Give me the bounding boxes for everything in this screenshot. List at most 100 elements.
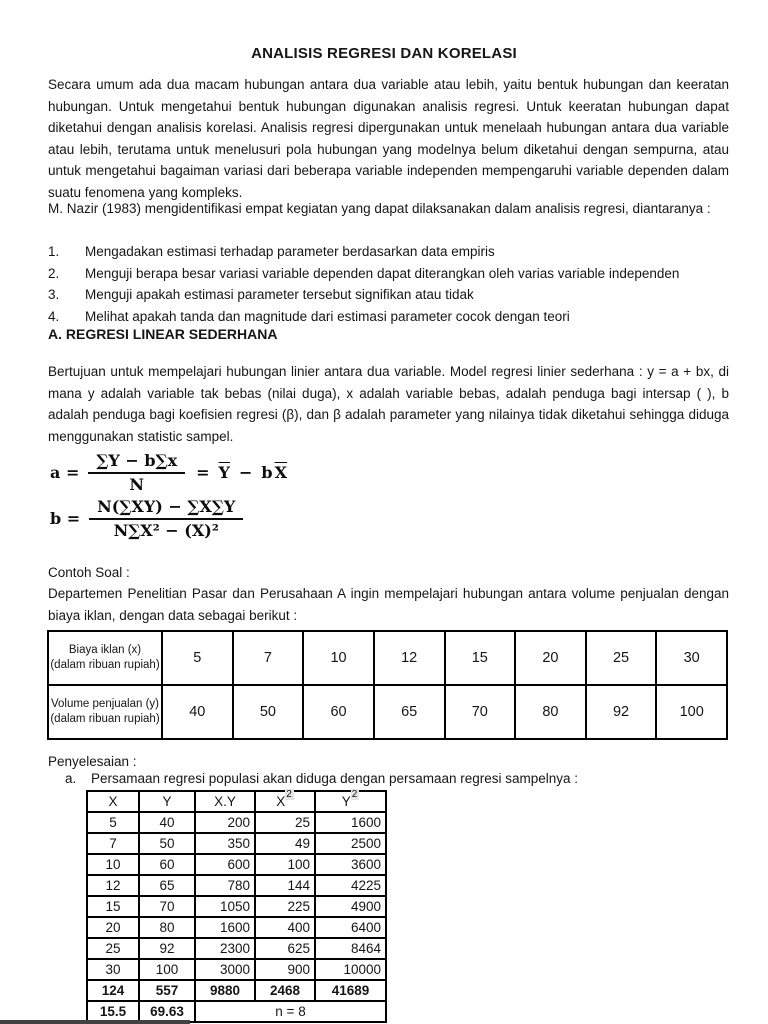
table-cell: 6400 bbox=[314, 916, 387, 939]
table-row: Biaya iklan (x) (dalam ribuan rupiah) 5 … bbox=[47, 630, 728, 686]
list-item-number: 1. bbox=[48, 244, 60, 259]
sum-cell: 557 bbox=[138, 979, 196, 1002]
row-label-line2: (dalam ribuan rupiah) bbox=[50, 659, 160, 671]
point-a-text: Persamaan regresi populasi akan diduga d… bbox=[91, 771, 579, 786]
table-cell: 3000 bbox=[194, 958, 256, 981]
table-cell: 10 bbox=[302, 630, 375, 686]
section-a-heading: A. REGRESI LINEAR SEDERHANA bbox=[48, 326, 278, 342]
y2-base: Y bbox=[341, 794, 351, 809]
table-cell: 1600 bbox=[194, 916, 256, 939]
x2-superscript: 2 bbox=[285, 789, 294, 800]
y-bar-term: Y bbox=[218, 463, 230, 482]
formula-b: b = N(∑XY) − ∑X∑Y N∑X² − (X)² bbox=[50, 497, 287, 540]
contoh-soal-paragraph: Departemen Penelitian Pasar dan Perusaha… bbox=[48, 586, 729, 623]
section-a-paragraph: Bertujuan untuk mempelajari hubungan lin… bbox=[48, 364, 729, 444]
formula-b-lhs: b = bbox=[50, 509, 81, 528]
intro-paragraph: Secara umum ada dua macam hubungan antar… bbox=[48, 77, 729, 200]
b-coefficient: b bbox=[261, 463, 273, 482]
n-count-cell: n = 8 bbox=[194, 1000, 387, 1023]
table-cell: 1050 bbox=[194, 895, 256, 918]
list-item-number: 2. bbox=[48, 265, 60, 281]
table-cell: 7 bbox=[86, 832, 140, 855]
table-cell: 80 bbox=[138, 916, 196, 939]
x-bar: X bbox=[274, 463, 287, 482]
table-cell: 15 bbox=[86, 895, 140, 918]
list-item: 1. Mengadakan estimasi terhadap paramete… bbox=[48, 241, 729, 263]
row-label-cell: Volume penjualan (y) (dalam ribuan rupia… bbox=[47, 684, 163, 740]
table-cell: 2300 bbox=[194, 937, 256, 960]
table-cell: 3600 bbox=[314, 853, 387, 876]
data-table-biaya-iklan: Biaya iklan (x) (dalam ribuan rupiah) 5 … bbox=[47, 630, 728, 740]
formula-b-fraction: N(∑XY) − ∑X∑Y N∑X² − (X)² bbox=[89, 497, 244, 540]
row-label-cell: Biaya iklan (x) (dalam ribuan rupiah) bbox=[47, 630, 163, 686]
table-cell: 600 bbox=[194, 853, 256, 876]
nazir-list: 1. Mengadakan estimasi terhadap paramete… bbox=[48, 241, 729, 327]
table-cell: 5 bbox=[86, 811, 140, 834]
list-item: 4. Melihat apakah tanda dan magnitude da… bbox=[48, 306, 729, 328]
column-header-x2: X2 bbox=[254, 789, 316, 813]
table-cell: 400 bbox=[254, 916, 316, 939]
table-cell: 65 bbox=[372, 684, 446, 740]
table-row: 25 92 2300 625 8464 bbox=[86, 937, 387, 960]
table-cell: 50 bbox=[138, 832, 196, 855]
table-cell: 780 bbox=[194, 874, 256, 897]
page-edge-artifact bbox=[0, 1020, 190, 1024]
table-cell: 350 bbox=[194, 832, 256, 855]
computation-table: X Y X.Y X2 Y2 5 40 200 25 1600 7 50 350 … bbox=[86, 789, 387, 1023]
table-cell: 25 bbox=[86, 937, 140, 960]
sum-cell: 124 bbox=[86, 979, 140, 1002]
contoh-soal-label: Contoh Soal : bbox=[48, 565, 130, 580]
table-cell: 60 bbox=[138, 853, 196, 876]
mean-x-cell: 15.5 bbox=[86, 1000, 140, 1023]
table-cell: 200 bbox=[194, 811, 256, 834]
table-cell: 10 bbox=[86, 853, 140, 876]
row-label-line1: Biaya iklan (x) bbox=[68, 644, 142, 656]
table-cell: 900 bbox=[254, 958, 316, 981]
list-item-text: Menguji apakah estimasi parameter terseb… bbox=[85, 287, 474, 302]
column-header-y2: Y2 bbox=[314, 789, 387, 813]
equals-sign: = bbox=[196, 463, 210, 482]
sum-cell: 2468 bbox=[254, 979, 316, 1002]
x2-base: X bbox=[276, 794, 286, 809]
table-cell: 5 bbox=[161, 630, 234, 686]
table-mean-row: 15.5 69.63 n = 8 bbox=[86, 1000, 387, 1023]
table-cell: 25 bbox=[254, 811, 316, 834]
table-row: 7 50 350 49 2500 bbox=[86, 832, 387, 855]
table-cell: 12 bbox=[86, 874, 140, 897]
formula-b-denominator: N∑X² − (X)² bbox=[113, 521, 219, 540]
penyelesaian-label: Penyelesaian : bbox=[48, 754, 137, 769]
table-cell: 65 bbox=[138, 874, 196, 897]
page-title: ANALISIS REGRESI DAN KORELASI bbox=[251, 45, 517, 62]
table-cell: 70 bbox=[443, 684, 517, 740]
table-row: 15 70 1050 225 4900 bbox=[86, 895, 387, 918]
table-cell: 15 bbox=[443, 630, 517, 686]
table-cell: 625 bbox=[254, 937, 316, 960]
list-item-text: Melihat apakah tanda dan magnitude dari … bbox=[85, 308, 570, 324]
table-cell: 25 bbox=[584, 630, 658, 686]
table-row: 10 60 600 100 3600 bbox=[86, 853, 387, 876]
mean-y-cell: 69.63 bbox=[138, 1000, 196, 1023]
table-cell: 49 bbox=[254, 832, 316, 855]
table-cell: 20 bbox=[86, 916, 140, 939]
table-row: 20 80 1600 400 6400 bbox=[86, 916, 387, 939]
table-cell: 100 bbox=[138, 958, 196, 981]
table-cell: 2500 bbox=[314, 832, 387, 855]
table-cell: 20 bbox=[514, 630, 587, 686]
column-header-y: Y bbox=[138, 790, 196, 813]
table-cell: 30 bbox=[86, 958, 140, 981]
sum-cell: 41689 bbox=[314, 979, 387, 1002]
point-a-marker: a. bbox=[65, 771, 77, 786]
nazir-paragraph: M. Nazir (1983) mengidentifikasi empat k… bbox=[48, 201, 711, 216]
formula-a-fraction: ∑Y − b∑x N bbox=[88, 451, 186, 494]
formula-a-denominator: N bbox=[129, 475, 145, 494]
list-item-text: Mengadakan estimasi terhadap parameter b… bbox=[85, 244, 495, 259]
column-header-xy: X.Y bbox=[194, 790, 256, 813]
table-cell: 10000 bbox=[314, 958, 387, 981]
list-item-text: Menguji berapa besar variasi variable de… bbox=[85, 265, 680, 281]
table-cell: 100 bbox=[655, 684, 728, 740]
formula-b-numerator: N(∑XY) − ∑X∑Y bbox=[89, 497, 244, 520]
